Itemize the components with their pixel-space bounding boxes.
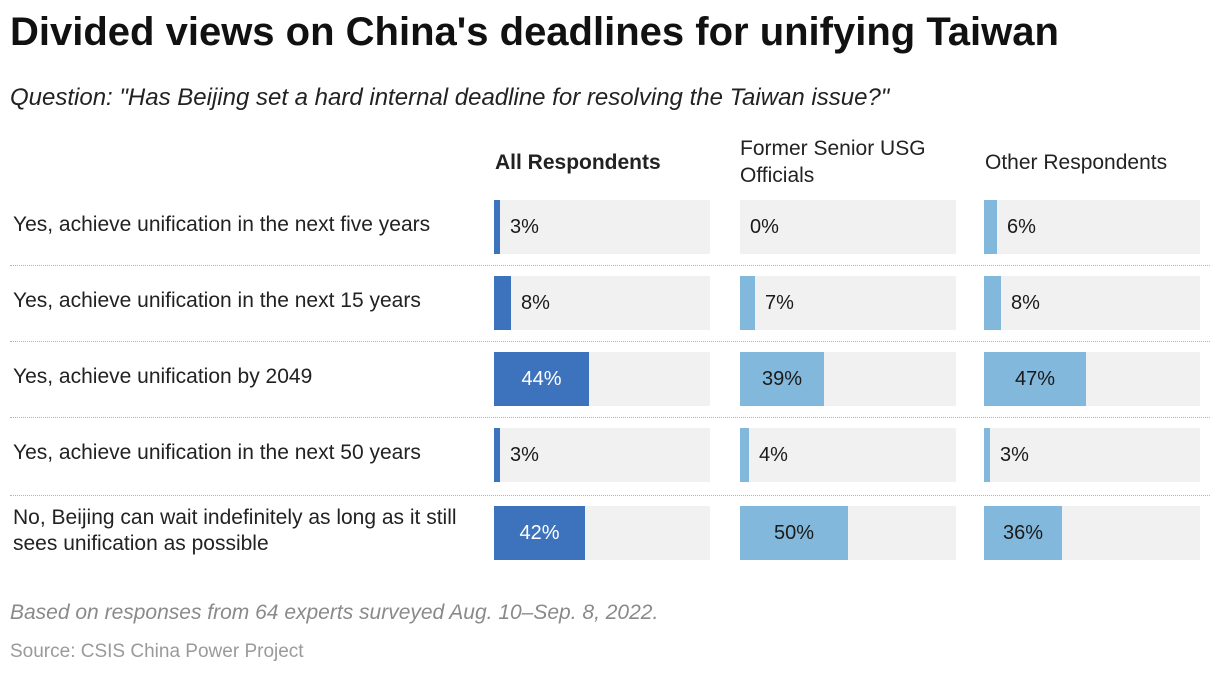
chart-title: Divided views on China's deadlines for u…: [10, 10, 1059, 54]
bar-track: 0%: [740, 200, 956, 254]
bar-track: 44%: [494, 352, 710, 406]
bar: [740, 276, 755, 330]
bar: [494, 276, 511, 330]
bar-value-label: 50%: [773, 522, 815, 544]
bar-value-label: 0%: [750, 216, 779, 238]
chart-subtitle: Question: "Has Beijing set a hard intern…: [10, 84, 890, 111]
row-divider: [10, 417, 1210, 418]
bar-track: 4%: [740, 428, 956, 482]
bar-track: 6%: [984, 200, 1200, 254]
bar: [984, 276, 1001, 330]
bar-value-label: 6%: [1007, 216, 1036, 238]
row-label: Yes, achieve unification in the next 50 …: [13, 441, 421, 464]
bar: [984, 506, 1062, 560]
row-divider: [10, 265, 1210, 266]
row-label: No, Beijing can wait indefinitely as lon…: [13, 506, 457, 555]
bar-track: 7%: [740, 276, 956, 330]
bar: [984, 428, 990, 482]
bar-track: 47%: [984, 352, 1200, 406]
bar-value-label: 36%: [1002, 522, 1044, 544]
bar: [740, 428, 749, 482]
bar-track: 50%: [740, 506, 956, 560]
bar-value-label: 44%: [521, 368, 562, 390]
bar-track: 8%: [494, 276, 710, 330]
bar-track: 36%: [984, 506, 1200, 560]
bar-track: 8%: [984, 276, 1200, 330]
bar-value-label: 3%: [510, 444, 539, 466]
bar-value-label: 7%: [765, 292, 794, 314]
bar-value-label: 39%: [761, 368, 803, 390]
bar: [984, 352, 1086, 406]
bar-value-label: 4%: [759, 444, 788, 466]
column-header-other-respondents: Other Respondents: [985, 151, 1168, 174]
bar: [494, 428, 500, 482]
column-header-all-respondents: All Respondents: [495, 151, 661, 174]
bar: [740, 352, 824, 406]
bar-value-label: 47%: [1014, 368, 1056, 390]
bar-value-label: 3%: [1000, 444, 1029, 466]
footnote: Based on responses from 64 experts surve…: [10, 601, 659, 624]
bar-value-label: 3%: [510, 216, 539, 238]
bar-track: 42%: [494, 506, 710, 560]
bar-track: 3%: [494, 428, 710, 482]
bar: [494, 200, 500, 254]
row-label: Yes, achieve unification in the next 15 …: [13, 289, 421, 312]
bar-track: 3%: [494, 200, 710, 254]
source-line: Source: CSIS China Power Project: [10, 641, 304, 662]
row-divider: [10, 341, 1210, 342]
row-divider: [10, 495, 1210, 496]
bar: [740, 506, 848, 560]
column-header-former-usg-officials: Former Senior USG Officials: [740, 137, 926, 187]
row-label: Yes, achieve unification in the next fiv…: [13, 213, 431, 236]
bar-track: 39%: [740, 352, 956, 406]
bar-track: 3%: [984, 428, 1200, 482]
bar: [494, 352, 589, 406]
bar-value-label: 8%: [521, 292, 550, 314]
bar: [494, 506, 585, 560]
bar-value-label: 8%: [1011, 292, 1040, 314]
row-label: Yes, achieve unification by 2049: [13, 365, 313, 388]
bar-value-label: 42%: [519, 522, 560, 544]
bar: [984, 200, 997, 254]
